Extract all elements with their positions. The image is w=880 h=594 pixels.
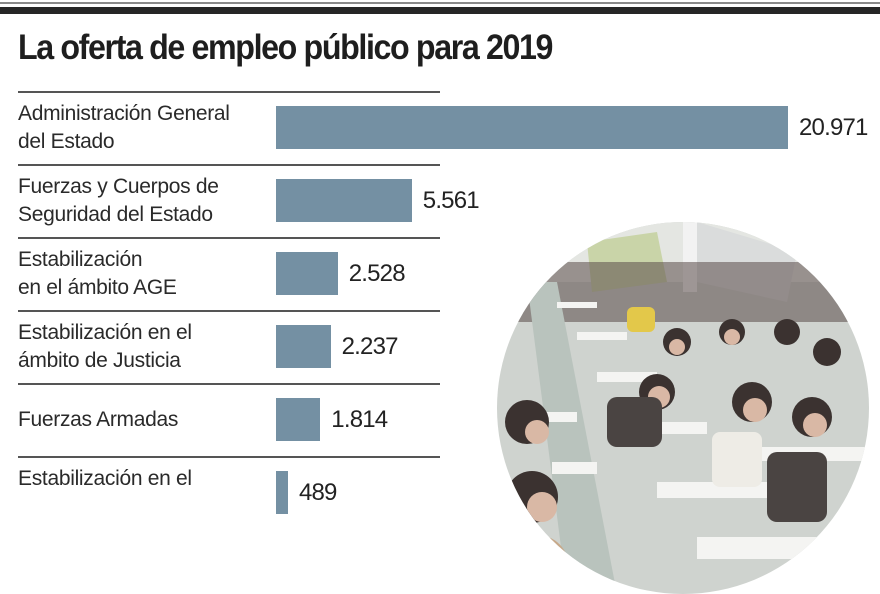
row-separator xyxy=(18,91,440,93)
category-label: Fuerzas Armadas xyxy=(18,407,179,431)
value-label: 1.814 xyxy=(331,406,388,433)
row-separator xyxy=(18,237,440,239)
exam-hall-photo-icon xyxy=(497,222,869,594)
row-separator xyxy=(18,310,440,312)
bar xyxy=(276,252,338,295)
row-separator xyxy=(18,164,440,166)
category-label: Estabilización en el ámbito AGE xyxy=(18,247,177,299)
row-separator xyxy=(18,456,440,458)
category-label: Estabilización en el xyxy=(18,467,192,490)
photo-illustration xyxy=(497,222,869,594)
bar xyxy=(276,325,331,368)
value-label: 2.528 xyxy=(348,260,406,287)
bar xyxy=(276,179,412,222)
top-rule-thin xyxy=(0,2,880,4)
category-label: Administración General del Estado xyxy=(18,101,230,153)
top-rule-thick xyxy=(0,7,880,14)
value-label: 2.237 xyxy=(341,333,399,360)
category-label: Estabilización en el ámbito de Justicia xyxy=(18,320,192,372)
category-label: Fuerzas y Cuerpos de Seguridad del Estad… xyxy=(18,174,219,226)
row-separator xyxy=(18,383,440,385)
value-label: 5.561 xyxy=(422,187,480,214)
bar xyxy=(276,106,788,149)
value-label: 489 xyxy=(298,479,337,506)
bar xyxy=(276,471,288,514)
value-label: 20.971 xyxy=(799,114,868,141)
chart-title: La oferta de empleo público para 2019 xyxy=(18,28,553,67)
bar xyxy=(276,398,321,441)
